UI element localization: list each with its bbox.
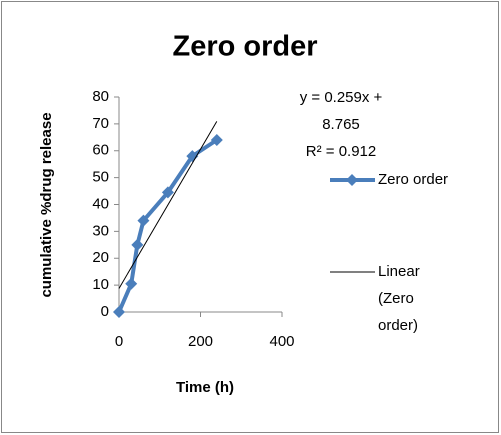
data-point <box>210 134 223 146</box>
chart-title: Zero order <box>172 31 317 63</box>
data-point <box>137 214 150 227</box>
x-tick-label: 200 <box>188 333 213 350</box>
legend-marker <box>346 174 358 186</box>
x-axis-label: Time (h) <box>176 379 234 396</box>
y-tick-label: 50 <box>92 169 109 186</box>
y-tick-label: 80 <box>92 88 109 105</box>
y-tick-label: 10 <box>92 276 109 293</box>
y-tick-label: 70 <box>92 115 109 132</box>
x-tick-label: 0 <box>115 333 123 350</box>
r-squared-label: R² = 0.912 <box>305 143 377 160</box>
data-point <box>161 186 174 199</box>
data-point <box>113 306 125 318</box>
legend-label: Zero order <box>378 171 449 188</box>
data-point <box>125 277 138 290</box>
y-tick-label: 0 <box>101 303 109 320</box>
data-point <box>186 150 199 163</box>
y-tick-label: 30 <box>92 222 109 239</box>
trendline <box>118 121 218 289</box>
y-tick-label: 60 <box>92 142 109 159</box>
data-point <box>131 238 144 251</box>
y-axis-label: cumulative %drug release <box>38 112 55 297</box>
x-tick-label: 400 <box>269 333 294 350</box>
y-tick-label: 20 <box>92 249 109 266</box>
legend-label: Linear (Zero order) <box>378 263 420 334</box>
y-tick-label: 40 <box>92 195 109 212</box>
trendline-equation: y = 0.259x + 8.765 <box>299 89 383 133</box>
